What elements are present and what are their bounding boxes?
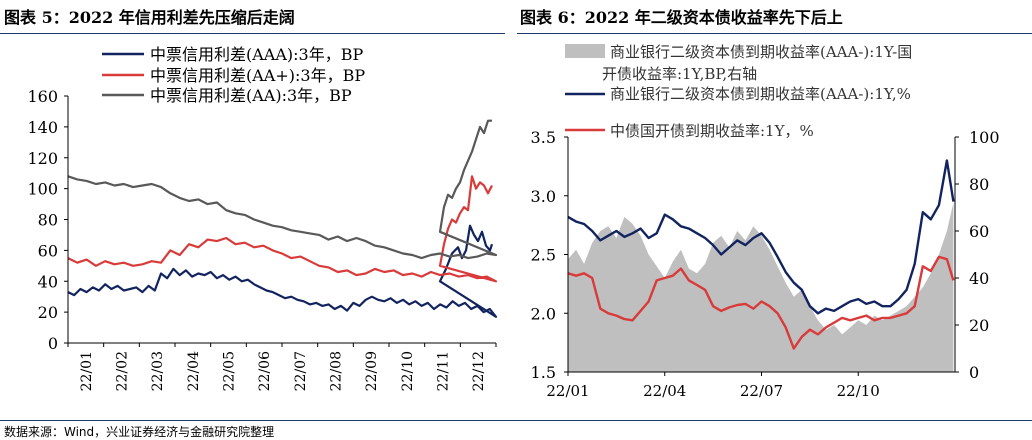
legend-label-left-2: 中票信用利差(AA):3年，BP (150, 86, 352, 105)
series-line-1 (67, 175, 498, 283)
y-tick-label-left: 40 (38, 272, 58, 291)
y-tick-label-r: 3.5 (531, 128, 556, 147)
legend-label-left-1: 中票信用利差(AA+):3年，BP (150, 66, 365, 85)
y-tick-label-left: 160 (27, 87, 58, 106)
legend-label-right-0: 商业银行二级资本债到期收益率(AAA-):1Y-国 (610, 43, 912, 61)
y2-tick-label-r: 40 (969, 269, 989, 288)
x-tick-label-left: 22/10 (400, 351, 416, 391)
y-tick-label-left: 120 (27, 149, 58, 168)
title-rule-right (517, 33, 1032, 34)
y-tick-label-left: 80 (38, 211, 58, 230)
legend-label-right-2: 中债国开债到期收益率:1Y，% (610, 122, 814, 140)
y2-tick-label-r: 60 (969, 222, 989, 241)
series-area-0 (568, 202, 954, 372)
y-tick-label-r: 3.0 (531, 187, 556, 206)
x-tick-label-left: 22/06 (257, 351, 273, 391)
x-tick-label-left: 22/04 (186, 351, 202, 391)
title-rule-left (0, 33, 505, 34)
x-tick-label-left: 22/05 (222, 351, 238, 391)
y-tick-label-left: 0 (48, 334, 58, 353)
x-tick-label-left: 22/12 (471, 351, 487, 391)
x-tick-label-r: 22/10 (837, 382, 880, 400)
series-line-r-2 (567, 255, 955, 350)
footer-rule (0, 420, 1032, 421)
x-tick-label-left: 22/01 (79, 351, 95, 391)
source-note: 数据来源：Wind，兴业证券经济与金融研究院整理 (4, 425, 275, 439)
y2-tick-label-r: 0 (969, 363, 979, 382)
x-tick-label-left: 22/03 (150, 351, 166, 391)
y2-tick-label-r: 100 (969, 128, 1000, 147)
x-tick-label-left: 22/08 (329, 351, 345, 391)
legend-swatch-right-0 (565, 44, 605, 58)
chart-title-right: 图表 6：2022 年二级资本债收益率先下后上 (520, 8, 843, 27)
y-tick-label-left: 20 (38, 303, 58, 322)
y2-tick-label-r: 80 (969, 175, 989, 194)
legend-label-left-0: 中票信用利差(AAA):3年，BP (150, 45, 363, 64)
y-tick-label-r: 2.5 (531, 246, 556, 265)
x-tick-label-left: 22/11 (436, 351, 452, 391)
series-line-0 (67, 224, 498, 318)
y-tick-label-left: 100 (27, 180, 58, 199)
legend-label-right-0b: 开债收益率:1Y,BP,右轴 (602, 65, 757, 83)
x-tick-label-left: 22/07 (293, 351, 309, 391)
x-tick-label-left: 22/09 (364, 351, 380, 391)
y-tick-label-r: 2.0 (531, 304, 556, 323)
legend-label-right-1: 商业银行二级资本债到期收益率(AAA-):1Y,% (610, 85, 911, 103)
y-tick-label-left: 140 (27, 118, 58, 137)
y-tick-label-r: 1.5 (531, 363, 556, 382)
y-tick-label-left: 60 (38, 241, 58, 260)
x-tick-label-r: 22/04 (643, 382, 686, 400)
x-tick-label-left: 22/02 (115, 351, 131, 391)
series-line-r-1 (567, 159, 955, 315)
y2-tick-label-r: 20 (969, 316, 989, 335)
x-tick-label-r: 22/01 (546, 382, 589, 400)
chart-title-left: 图表 5：2022 年信用利差先压缩后走阔 (4, 8, 295, 27)
x-tick-label-r: 22/07 (740, 382, 783, 400)
series-line-2 (67, 119, 498, 260)
